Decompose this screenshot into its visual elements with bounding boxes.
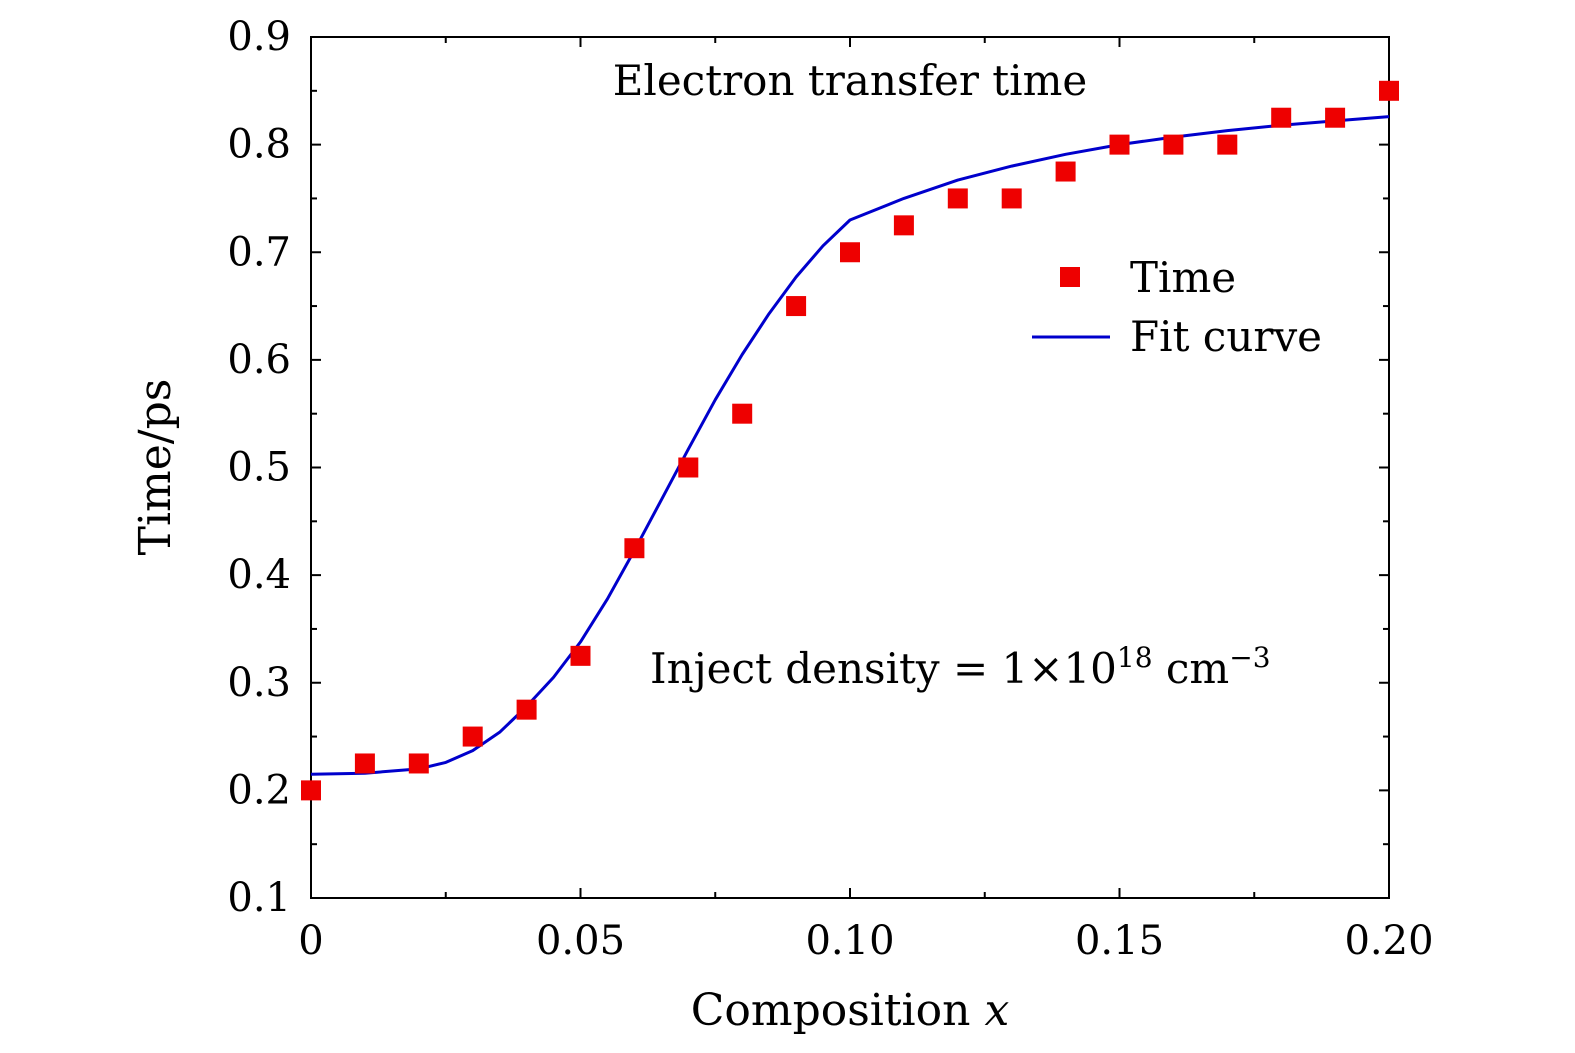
density-unit: cm (1153, 644, 1230, 693)
x-axis-title-var: x (984, 985, 1009, 1036)
time-point (1001, 188, 1022, 209)
ticks: 0 0.05 0.10 0.15 0.20 0.1 0.2 0.3 0.4 0.5 0.6 0.7 0.… (227, 14, 1433, 964)
fit-curve-layer (310, 115, 1390, 776)
time-point (1271, 107, 1292, 128)
x-tick-label: 0 (298, 918, 323, 964)
time-point (947, 188, 968, 209)
legend-marker-time (1060, 267, 1080, 287)
time-point (408, 753, 429, 774)
time-point (1379, 80, 1399, 101)
x-tick-label: 0.10 (805, 918, 894, 964)
density-text: Inject density = 1×10 (650, 644, 1117, 693)
time-point (786, 296, 807, 317)
time-point (840, 242, 860, 263)
chart-annotation-density: Inject density = 1×1018 cm−3 (650, 641, 1271, 694)
time-point (1217, 134, 1238, 155)
legend: Time Fit curve (1032, 253, 1322, 361)
y-tick-label: 0.1 (227, 875, 291, 921)
time-point (624, 538, 645, 559)
time-markers-layer (301, 80, 1399, 801)
legend-label-time: Time (1130, 253, 1236, 302)
y-tick-label: 0.3 (227, 660, 291, 706)
y-tick-label: 0.6 (227, 337, 291, 383)
density-exponent: 18 (1117, 641, 1153, 674)
legend-label-fit: Fit curve (1130, 312, 1322, 361)
chart-annotation-title: Electron transfer time (613, 56, 1088, 105)
x-tick-label: 0.20 (1344, 918, 1433, 964)
time-point (678, 457, 699, 478)
density-unit-exponent: −3 (1229, 641, 1270, 674)
time-point (301, 780, 321, 801)
x-axis-title-text: Composition (691, 985, 971, 1036)
time-point (893, 215, 914, 236)
time-point (1325, 107, 1346, 128)
axes (310, 36, 1390, 899)
y-tick-label: 0.4 (227, 552, 291, 598)
y-tick-label: 0.5 (227, 445, 291, 491)
y-tick-label: 0.7 (227, 229, 291, 275)
y-tick-label: 0.8 (227, 122, 291, 168)
x-axis-title: Composition x (691, 985, 1010, 1036)
time-point (732, 403, 753, 424)
time-point (1109, 134, 1130, 155)
time-point (516, 699, 537, 720)
y-tick-label: 0.9 (227, 14, 291, 60)
y-axis-title: Time/ps (130, 379, 181, 556)
x-tick-label: 0.05 (536, 918, 625, 964)
fit-curve-line (310, 115, 1390, 776)
x-tick-label: 0.15 (1075, 918, 1164, 964)
y-tick-label: 0.2 (227, 767, 291, 813)
time-point (1163, 134, 1184, 155)
time-point (570, 645, 591, 666)
plot-frame (310, 36, 1390, 899)
time-point (462, 726, 483, 747)
time-point (1055, 161, 1076, 182)
time-point (354, 753, 375, 774)
